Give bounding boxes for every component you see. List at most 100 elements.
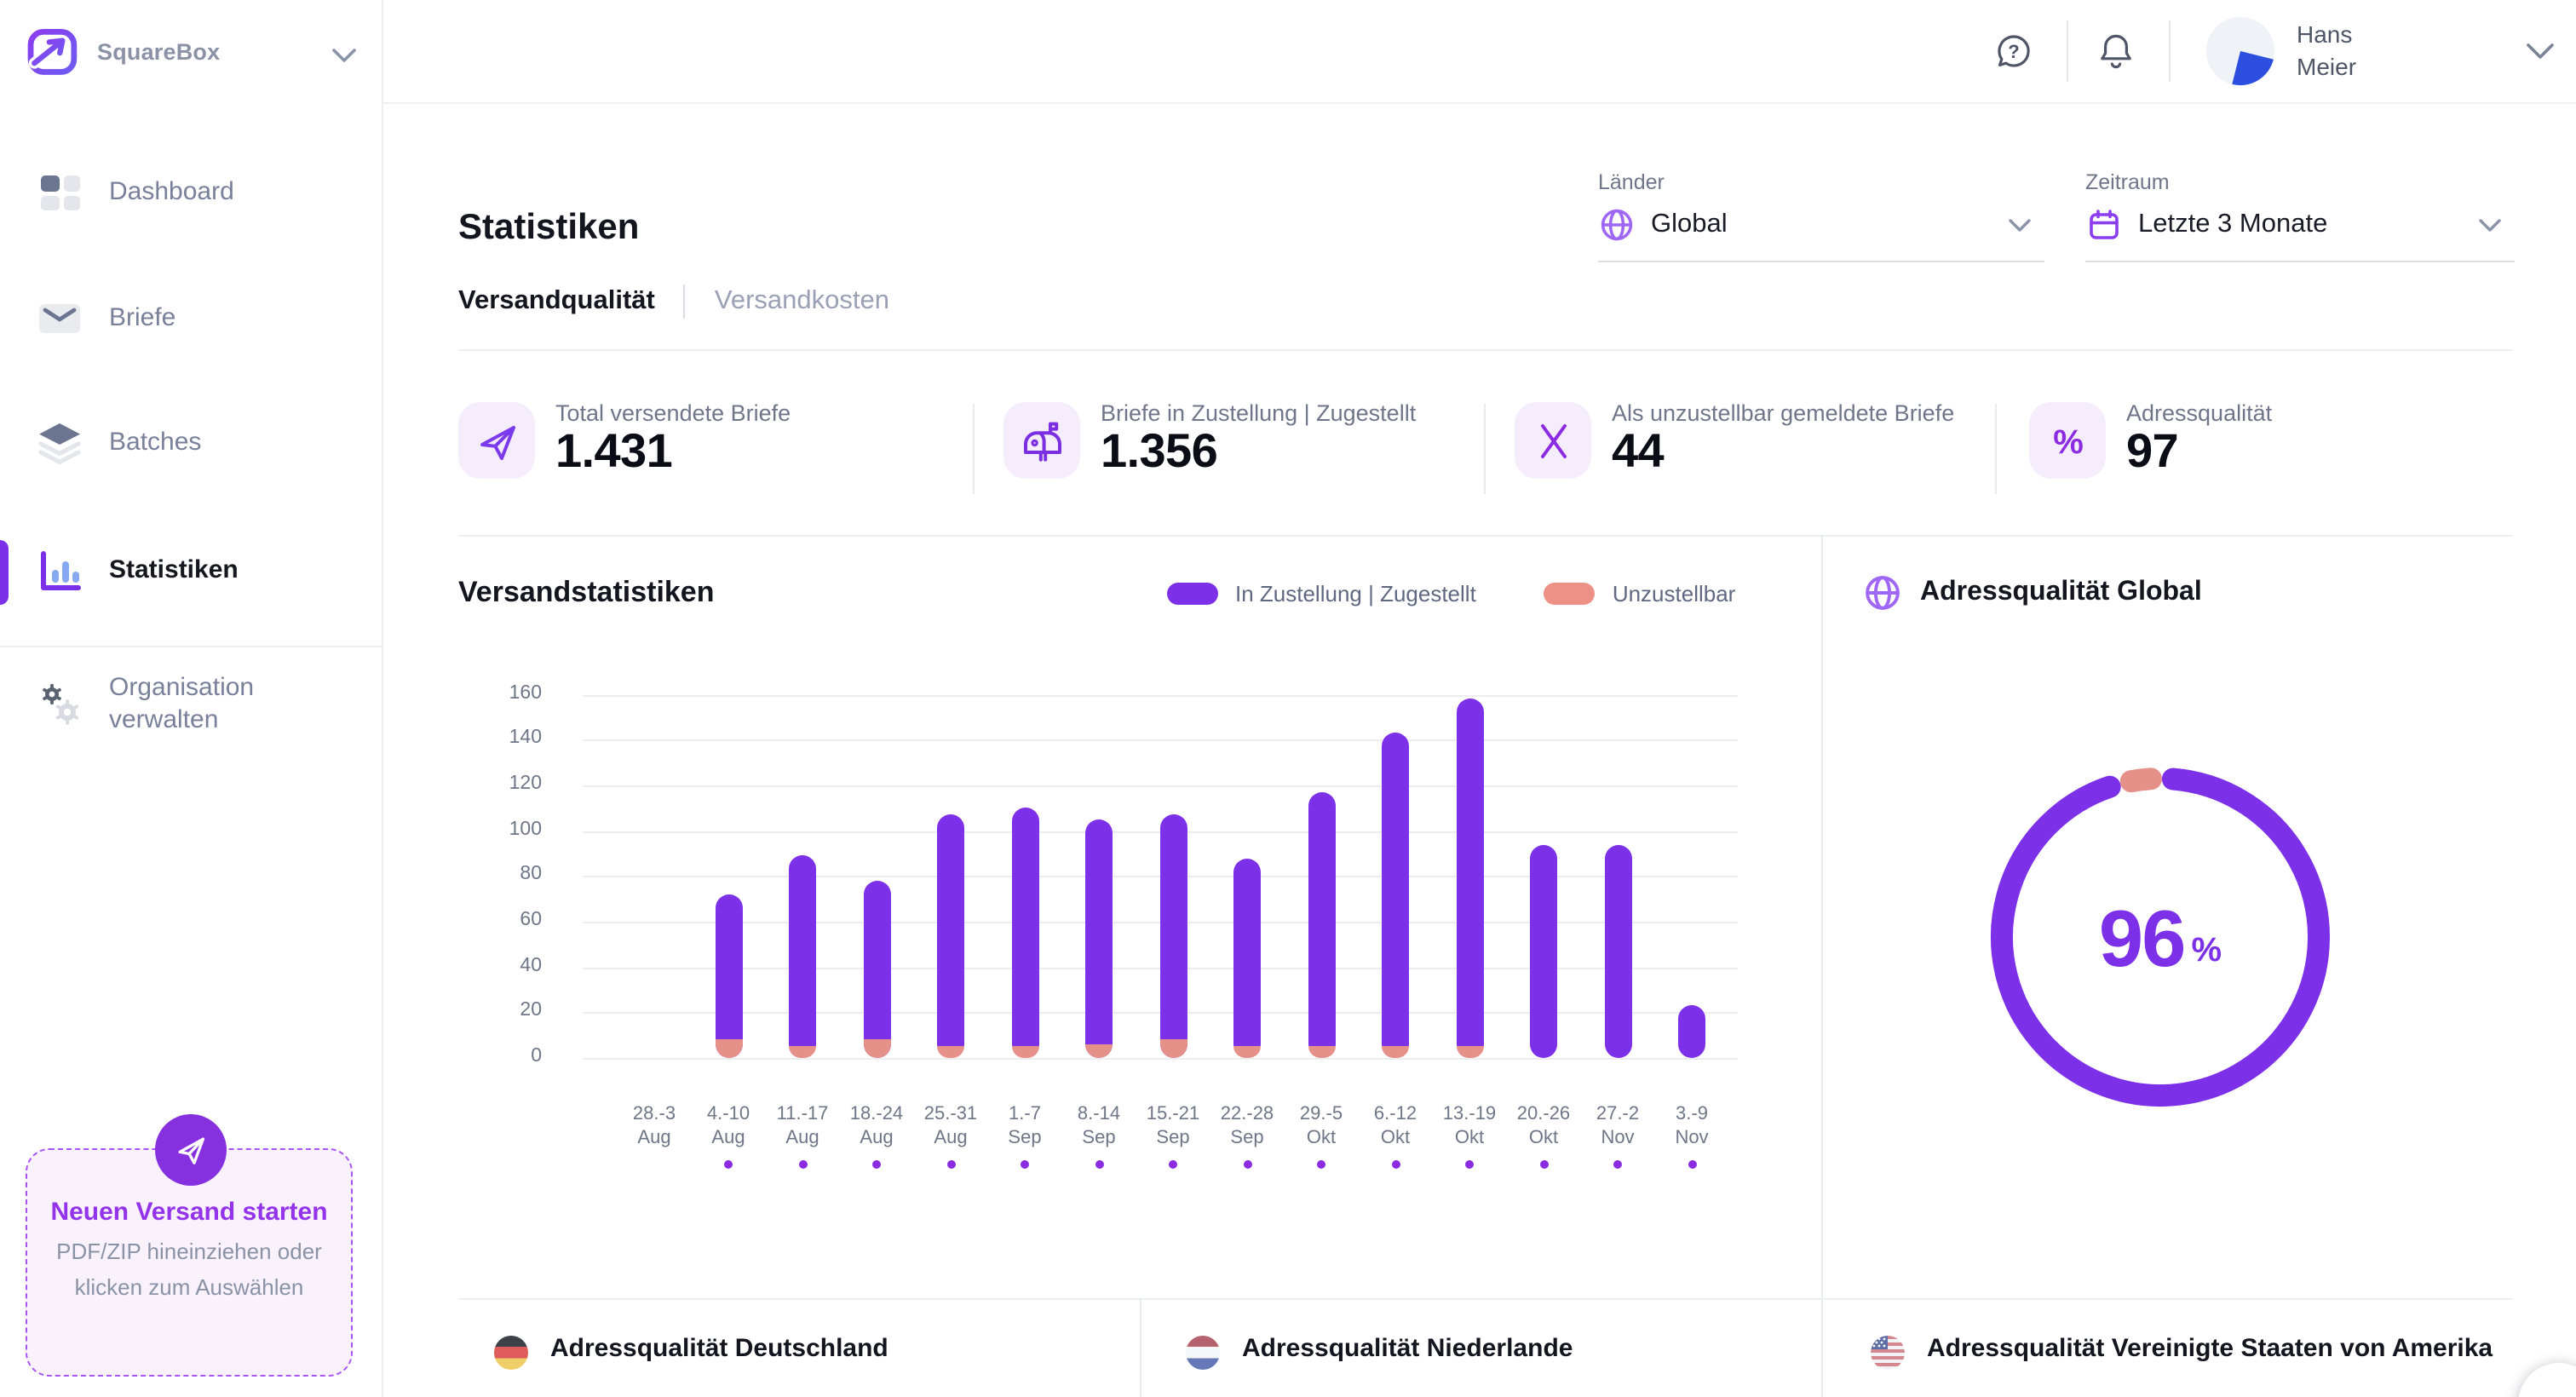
bottom-card-divider — [1140, 1298, 1141, 1397]
svg-text:%: % — [2052, 423, 2083, 460]
sidebar-item-label: Batches — [109, 428, 202, 457]
chart-title: Versandstatistiken — [458, 576, 715, 608]
sidebar-item-batches[interactable]: Batches — [0, 409, 382, 477]
bell-icon[interactable] — [2094, 29, 2138, 73]
x-axis-label: 27.-2 Nov — [1596, 1104, 1640, 1149]
gridline — [583, 785, 1738, 787]
bar-11-17-aug[interactable] — [789, 855, 816, 1058]
category-dot — [946, 1160, 955, 1169]
bar-segment-unzustellbar — [937, 1046, 964, 1058]
x-axis-label: 29.-5 Okt — [1299, 1104, 1343, 1149]
topbar-divider — [2169, 20, 2171, 82]
stat-label: Briefe in Zustellung | Zugestellt — [1101, 400, 1417, 426]
stat-value: 97 — [2126, 424, 2179, 477]
stat-divider — [1484, 404, 1486, 494]
avatar[interactable] — [2205, 15, 2276, 87]
stat-divider — [1995, 404, 1997, 494]
send-plane-icon — [458, 402, 535, 479]
category-dot — [1095, 1160, 1103, 1169]
bar-29-5-okt[interactable] — [1308, 791, 1335, 1058]
quality-card-nl[interactable]: Adressqualität Niederlande — [1186, 1332, 1573, 1370]
y-axis-tick: 140 — [509, 727, 542, 749]
y-axis-tick: 80 — [520, 864, 542, 885]
bar-1-7-sep[interactable] — [1011, 808, 1038, 1058]
bar-13-19-okt[interactable] — [1456, 698, 1483, 1058]
bar-20-26-okt[interactable] — [1530, 844, 1557, 1058]
legend-swatch — [1544, 583, 1596, 605]
bar-3-9-nov[interactable] — [1678, 1005, 1705, 1058]
sidebar-item-dashboard[interactable]: Dashboard — [0, 158, 382, 227]
quality-card-us[interactable]: Adressqualität Vereinigte Staaten von Am… — [1871, 1332, 2493, 1370]
filter-label: Zeitraum — [2085, 170, 2170, 194]
category-dot — [1391, 1160, 1400, 1169]
squarebox-logo-icon — [26, 24, 80, 78]
chevron-down-icon[interactable] — [331, 44, 358, 65]
stat-label: Adressqualität — [2126, 400, 2273, 426]
gridline — [583, 694, 1738, 697]
globe-icon — [1862, 572, 1903, 613]
y-axis-tick: 20 — [520, 1000, 542, 1021]
mailbox-icon — [1003, 402, 1080, 479]
bar-15-21-sep[interactable] — [1159, 814, 1187, 1058]
bar-8-14-sep[interactable] — [1085, 819, 1113, 1058]
category-dot — [1539, 1160, 1548, 1169]
bar-segment-unzustellbar — [789, 1046, 816, 1058]
bar-22-28-sep[interactable] — [1233, 858, 1261, 1058]
chevron-down-icon — [2477, 213, 2503, 232]
chevron-down-icon[interactable] — [2525, 41, 2556, 63]
y-axis-tick: 0 — [531, 1046, 542, 1066]
tab-versandqualität[interactable]: Versandqualität — [458, 286, 655, 315]
category-dot — [1243, 1160, 1251, 1169]
main-content: Statistiken Länder Global Zeitraum Letzt… — [382, 102, 2576, 1397]
x-icon — [1515, 402, 1591, 479]
bar-chart-icon — [34, 545, 85, 596]
layers-icon — [34, 417, 85, 469]
stat-value: 1.431 — [555, 424, 673, 477]
chevron-down-icon — [2007, 213, 2033, 232]
bar-18-24-aug[interactable] — [863, 880, 890, 1058]
upload-dropzone[interactable]: Neuen Versand starten PDF/ZIP hineinzieh… — [26, 1114, 353, 1377]
filter-l-nder[interactable]: Länder Global — [1598, 170, 2044, 262]
x-axis-label: 13.-19 Okt — [1442, 1104, 1497, 1149]
page-title: Statistiken — [458, 208, 640, 248]
bar-segment-unzustellbar — [715, 1039, 742, 1058]
chat-launcher-button[interactable] — [2518, 1363, 2576, 1397]
stat-label: Als unzustellbar gemeldete Briefe — [1612, 400, 1955, 426]
y-axis-tick: 40 — [520, 955, 542, 976]
globe-icon — [1598, 206, 1636, 244]
bar-27-2-nov[interactable] — [1604, 844, 1631, 1058]
bar-segment-unzustellbar — [1011, 1046, 1038, 1058]
envelope-icon — [34, 293, 85, 344]
usa-flag-icon — [1871, 1336, 1905, 1370]
tab-separator — [683, 285, 686, 319]
topbar-divider — [2067, 20, 2068, 82]
bar-4-10-aug[interactable] — [715, 894, 742, 1058]
user-name[interactable]: Hans Meier — [2297, 20, 2357, 80]
sidebar-item-organisation-verwalten[interactable]: Organisation verwalten — [0, 670, 382, 738]
calendar-icon — [2085, 206, 2123, 244]
bar-segment-unzustellbar — [1456, 1046, 1483, 1058]
legend-label: Unzustellbar — [1612, 581, 1736, 607]
bar-segment-unzustellbar — [1382, 1046, 1409, 1058]
tab-versandkosten[interactable]: Versandkosten — [714, 286, 889, 315]
bar-6-12-okt[interactable] — [1382, 733, 1409, 1058]
legend-item: In Zustellung | Zugestellt — [1167, 581, 1544, 607]
topbar: ? Hans Meier — [382, 0, 2576, 104]
sidebar-item-statistiken[interactable]: Statistiken — [0, 537, 382, 605]
x-axis-label: 3.-9 Nov — [1675, 1104, 1709, 1149]
sidebar-item-label: Dashboard — [109, 177, 234, 207]
category-dot — [872, 1160, 881, 1169]
category-dot — [1688, 1160, 1696, 1169]
x-axis-label: 1.-7 Sep — [1008, 1104, 1042, 1149]
help-icon[interactable]: ? — [1992, 29, 2036, 73]
bar-25-31-aug[interactable] — [937, 814, 964, 1058]
stats-bottom-divider — [458, 535, 2513, 537]
dashboard-grid-icon — [34, 167, 85, 218]
filter-zeitraum[interactable]: Zeitraum Letzte 3 Monate — [2085, 170, 2515, 262]
sidebar-item-label: Briefe — [109, 303, 176, 333]
quality-card-de[interactable]: Adressqualität Deutschland — [494, 1332, 888, 1370]
sidebar-item-briefe[interactable]: Briefe — [0, 285, 382, 353]
brand-row[interactable]: SquareBox — [0, 0, 382, 102]
legend-label: In Zustellung | Zugestellt — [1235, 581, 1476, 607]
